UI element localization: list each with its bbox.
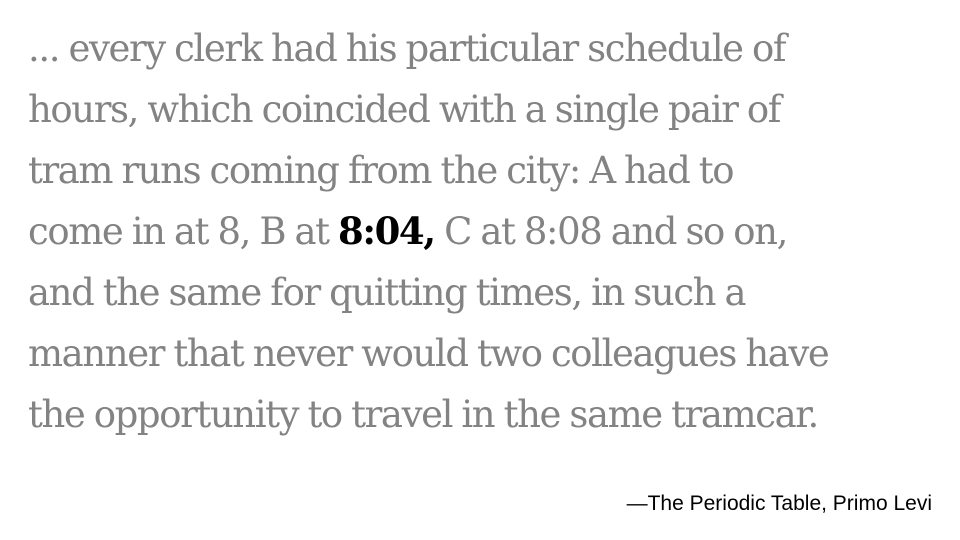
quote-line-1: ... every clerk had his particular sched… (28, 27, 787, 70)
attribution: —The Periodic Table, Primo Levi (626, 492, 932, 515)
quote-line-5: and the same for quitting times, in such… (28, 271, 747, 314)
quote-line-3: tram runs coming from the city: A had to (28, 149, 735, 192)
quote-line-4-end: C at 8:08 and so on, (434, 210, 788, 253)
quote-line-4: come in at 8, B at 8:04, C at 8:08 and s… (28, 201, 948, 262)
quote-block: ... every clerk had his particular sched… (28, 18, 948, 445)
quote-line-4-start: come in at 8, B at (28, 210, 338, 253)
quote-line-2: hours, which coincided with a single pai… (28, 88, 781, 131)
highlighted-time: 8:04, (337, 209, 436, 253)
quote-line-6: manner that never would two colleagues h… (28, 332, 830, 375)
quote-line-7: the opportunity to travel in the same tr… (28, 393, 819, 436)
